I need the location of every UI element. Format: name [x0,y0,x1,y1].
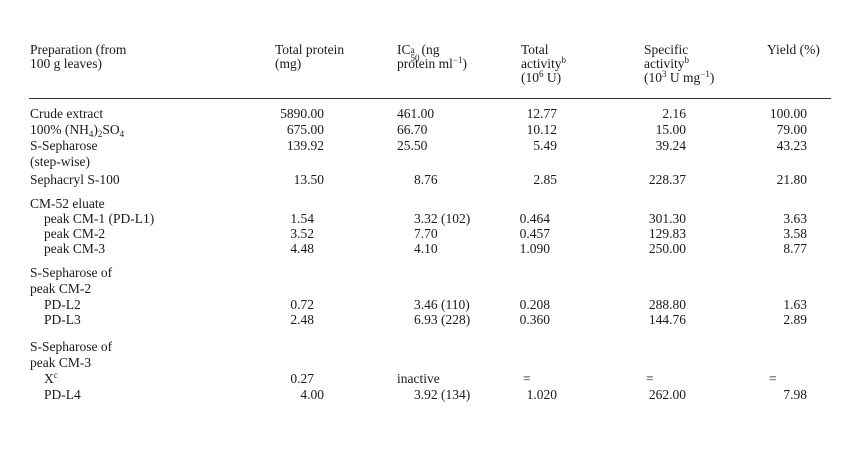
cell-yield: 43.23 [776,138,807,153]
group-label-line2: peak CM-3 [30,355,92,370]
cell-yield: 7.98 [783,387,807,402]
cell-ic50: 25.50 [397,138,428,153]
cell-protein: 4.00 [300,387,324,402]
cell-specific-activity: 301.30 [648,211,686,226]
group-label-line2: peak CM-2 [30,281,92,296]
row-label: 100% (NH4)2SO4 [30,122,125,139]
cell-specific-activity: 262.00 [648,387,686,402]
cell-specific-activity: = [646,371,654,386]
row-label: peak CM-2 [44,226,106,241]
cell-yield: 79.00 [776,122,807,137]
cell-protein: 2.48 [290,312,314,327]
cell-total-activity: 10.12 [526,122,557,137]
header-preparation-line2: 100 g leaves) [30,56,102,71]
cell-protein: 675.00 [286,122,324,137]
header-specific-line1: Specific [644,42,689,57]
cell-ic50: 3.32 (102) [414,211,471,226]
cell-total-activity: 0.360 [519,312,550,327]
cell-ic50: 4.10 [414,241,438,256]
row-label: PD-L3 [44,312,81,327]
row-label: Crude extract [30,106,104,121]
cell-specific-activity: 288.80 [648,297,686,312]
cell-ic50: 8.76 [414,172,438,187]
cell-ic50: 461.00 [397,106,435,121]
row-label: PD-L4 [44,387,81,402]
cell-specific-activity: 250.00 [648,241,686,256]
cell-specific-activity: 39.24 [655,138,686,153]
cell-yield: 3.58 [783,226,807,241]
header-total-activity-line3: (106 U) [521,69,562,85]
cell-yield: 3.63 [783,211,807,226]
cell-yield: 2.89 [783,312,807,327]
cell-specific-activity: 2.16 [662,106,686,121]
cell-protein: 3.52 [290,226,314,241]
cell-ic50: 6.93 (228) [414,312,471,327]
header-total-protein: Total protein (mg) [275,43,344,71]
cell-ic50: 3.92 (134) [414,387,471,402]
cell-protein: 0.27 [290,371,314,386]
row-label: peak CM-1 (PD-L1) [44,211,155,226]
cell-yield: 100.00 [769,106,807,121]
cell-specific-activity: 129.83 [648,226,686,241]
header-ic50-line1: IC a 50 (ng [397,42,440,63]
cell-total-activity: 12.77 [526,106,557,121]
cell-total-activity: 0.457 [519,226,550,241]
row-label-line2: (step-wise) [30,154,90,169]
header-specific-line2: activityb [644,55,689,71]
cell-ic50: 3.46 (110) [414,297,470,312]
cell-total-activity: 0.464 [519,211,550,226]
group-label: CM-52 eluate [30,196,105,211]
cell-yield: 1.63 [783,297,807,312]
header-yield: Yield (%) [767,42,820,57]
header-rule [29,98,831,100]
cell-specific-activity: 144.76 [648,312,686,327]
header-total-protein-line2: (mg) [275,56,302,71]
row-label: peak CM-3 [44,241,106,256]
row-label: Xc [44,370,58,386]
cell-total-activity: 0.208 [519,297,550,312]
cell-protein: 5890.00 [280,106,324,121]
group-label: S-Sepharose of [30,339,113,354]
row-label: PD-L2 [44,297,81,312]
header-specific-line3: (103 U mg−1) [644,69,715,85]
row-label: Sephacryl S-100 [30,172,120,187]
header-total-activity-line2: activityb [521,55,566,71]
cell-total-activity: 2.85 [533,172,557,187]
row-label: S-Sepharose [30,138,98,153]
header-total-activity: Total activityb (106 U) [521,43,566,85]
header-ic50-line2: protein ml−1) [397,55,467,71]
cell-specific-activity: 228.37 [648,172,686,187]
cell-protein: 139.92 [286,138,324,153]
cell-protein: 13.50 [293,172,324,187]
cell-protein: 1.54 [290,211,314,226]
header-specific-activity: Specific activityb (103 U mg−1) [644,43,714,85]
cell-ic50: 66.70 [397,122,428,137]
cell-yield: 8.77 [783,241,807,256]
header-total-activity-line1: Total [521,42,549,57]
cell-yield: 21.80 [776,172,807,187]
header-preparation-line1: Preparation (from [30,42,127,57]
cell-total-activity: = [523,371,531,386]
header-ic50: IC a 50 (ng protein ml−1) [397,43,467,71]
cell-total-activity: 1.020 [526,387,557,402]
cell-ic50: 7.70 [414,226,438,241]
cell-ic50: inactive [397,371,440,386]
cell-total-activity: 5.49 [533,138,557,153]
header-preparation: Preparation (from 100 g leaves) [30,43,126,71]
cell-protein: 4.48 [290,241,314,256]
group-label: S-Sepharose of [30,265,113,280]
cell-protein: 0.72 [290,297,314,312]
cell-specific-activity: 15.00 [655,122,686,137]
cell-total-activity: 1.090 [519,241,550,256]
cell-yield: = [769,371,777,386]
header-total-protein-line1: Total protein [275,42,345,57]
